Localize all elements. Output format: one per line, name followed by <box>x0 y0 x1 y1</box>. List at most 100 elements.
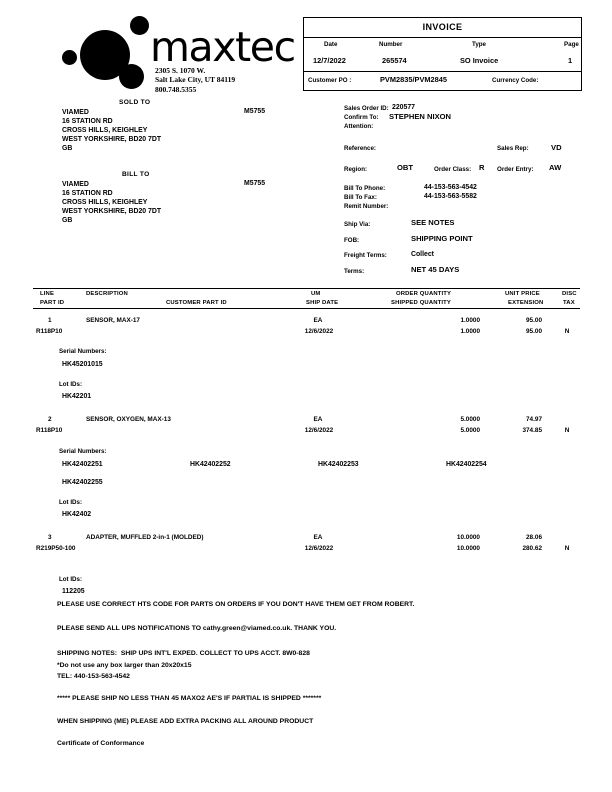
invoice-page: 1 <box>568 56 573 65</box>
table-row: ADAPTER, MUFFLED 2-in-1 (MOLDED) <box>86 534 204 541</box>
header-cust-part-id: CUSTOMER PART ID <box>166 300 227 306</box>
company-name: maxtec <box>150 23 296 71</box>
table-row: 12/6/2022 <box>304 545 334 552</box>
invoice-date: 12/7/2022 <box>313 56 346 65</box>
table-row: EA <box>313 416 323 423</box>
table-row: 74.97 <box>526 416 542 423</box>
header-shipped-qty: SHIPPED QUANTITY <box>391 300 452 306</box>
serial-number: HK42402255 <box>62 479 103 486</box>
header-extension: EXTENSION <box>508 300 544 306</box>
table-row: SENSOR, OXYGEN, MAX-13 <box>86 416 171 423</box>
table-row: 2 <box>48 416 52 423</box>
table-row: EA <box>313 534 323 541</box>
serial-number: HK42402253 <box>318 461 359 468</box>
table-row: R118P10 <box>36 328 63 335</box>
table-row: N <box>564 328 570 335</box>
table-row: 10.0000 <box>456 534 480 541</box>
table-row: N <box>564 545 570 552</box>
table-row: 12/6/2022 <box>304 328 334 335</box>
note-box-size: *Do not use any box larger than 20x20x15 <box>57 662 192 669</box>
invoice-header-box: INVOICE Date Number Type Page 12/7/2022 … <box>303 17 582 91</box>
table-row: 95.00 <box>526 317 542 324</box>
confirm-to-label: Confirm To: <box>344 114 379 121</box>
lot-id: HK42402 <box>62 511 92 518</box>
note-ups-email: PLEASE SEND ALL UPS NOTIFICATIONS TO cat… <box>57 625 337 632</box>
table-row: EA <box>313 317 323 324</box>
header-ship-date: SHIP DATE <box>306 300 339 306</box>
note-extra-packing: WHEN SHIPPING (ME) PLEASE ADD EXTRA PACK… <box>57 718 314 725</box>
number-label: Number <box>379 41 403 48</box>
table-row: 3 <box>48 534 52 541</box>
sales-order-id-value: 220577 <box>392 104 415 111</box>
serial-numbers-label: Serial Numbers: <box>59 448 107 455</box>
confirm-to-value: STEPHEN NIXON <box>389 112 452 121</box>
attention-label: Attention: <box>344 123 374 130</box>
invoice-number: 265574 <box>382 56 407 65</box>
fob-value: SHIPPING POINT <box>411 234 473 243</box>
region-value: OBT <box>397 163 414 172</box>
customer-po-value: PVM2835/PVM2845 <box>380 75 447 84</box>
table-row: 1.0000 <box>460 328 480 335</box>
reference-label: Reference: <box>344 145 376 152</box>
serial-number: HK42402251 <box>62 461 103 468</box>
order-entry-value: AW <box>549 163 562 172</box>
fob-label: FOB: <box>344 237 360 244</box>
freight-terms-value: Collect <box>411 251 434 258</box>
bill-to-phone-label: Bill To Phone: <box>344 185 386 192</box>
date-label: Date <box>324 41 338 48</box>
note-shipping: SHIPPING NOTES: SHIP UPS INT'L EXPED. CO… <box>57 650 310 657</box>
company-logo: maxtec 2305 S. 1070 W. Salt Lake City, U… <box>62 14 297 94</box>
note-tel: TEL: 440-153-563-4542 <box>57 673 130 680</box>
invoice-po-row: Customer PO : PVM2835/PVM2845 Currency C… <box>304 71 581 89</box>
header-line: LINE <box>40 291 55 297</box>
bill-to-code: M5755 <box>244 180 266 187</box>
ship-via-label: Ship Via: <box>344 221 371 228</box>
lot-id-label: Lot IDs: <box>59 576 83 583</box>
header-um: UM <box>311 291 321 297</box>
header-tax: TAX <box>563 300 575 306</box>
maxtec-dots-icon <box>62 14 182 89</box>
header-order-qty: ORDER QUANTITY <box>396 291 452 297</box>
note-partial-ship: ***** PLEASE SHIP NO LESS THAN 45 MAXO2 … <box>57 695 322 702</box>
table-row: 280.62 <box>522 545 542 552</box>
serial-numbers-label: Serial Numbers: <box>59 348 107 355</box>
bill-to-fax-label: Bill To Fax: <box>344 194 377 201</box>
table-row: 95.00 <box>526 328 542 335</box>
company-address-line1: 2305 S. 1070 W. <box>155 66 206 75</box>
table-row: 10.0000 <box>456 545 480 552</box>
serial-number: HK45201015 <box>62 361 103 368</box>
order-entry-label: Order Entry: <box>497 166 534 173</box>
freight-terms-label: Freight Terms: <box>344 252 387 259</box>
order-class-value: R <box>479 163 485 172</box>
sold-to-address: VIAMED 16 STATION RD CROSS HILLS, KEIGHL… <box>62 109 162 153</box>
sold-to-label: SOLD TO <box>119 99 151 106</box>
company-phone: 800.748.5355 <box>155 84 197 94</box>
terms-value: NET 45 DAYS <box>411 265 460 274</box>
lot-id-label: Lot IDs: <box>59 499 83 506</box>
note-certificate: Certificate of Conformance <box>57 740 145 747</box>
table-row: 12/6/2022 <box>304 427 334 434</box>
region-label: Region: <box>344 166 368 173</box>
bill-to-phone-value: 44-153-563-4542 <box>424 184 477 191</box>
sales-rep-label: Sales Rep: <box>497 145 529 152</box>
sales-order-id-label: Sales Order ID: <box>344 105 389 112</box>
header-description: DESCRIPTION <box>86 291 128 297</box>
currency-code-label: Currency Code: <box>492 77 539 84</box>
lot-id: 112205 <box>62 588 85 595</box>
note-hts-code: PLEASE USE CORRECT HTS CODE FOR PARTS ON… <box>57 601 415 608</box>
remit-number-label: Remit Number: <box>344 203 389 210</box>
order-class-label: Order Class: <box>434 166 472 173</box>
page-label: Page <box>564 41 579 48</box>
customer-po-label: Customer PO : <box>308 77 352 84</box>
company-address-line2: Salt Lake City, UT 84119 <box>155 75 236 85</box>
sold-to-code: M5755 <box>244 108 266 115</box>
invoice-title: INVOICE <box>304 18 581 38</box>
table-row: R118P10 <box>36 427 63 434</box>
sales-rep-value: VD <box>551 143 562 152</box>
table-header-rule <box>33 308 580 310</box>
terms-label: Terms: <box>344 268 365 275</box>
serial-number: HK42402252 <box>190 461 231 468</box>
table-row: 5.0000 <box>460 416 480 423</box>
lot-id-label: Lot IDs: <box>59 381 83 388</box>
